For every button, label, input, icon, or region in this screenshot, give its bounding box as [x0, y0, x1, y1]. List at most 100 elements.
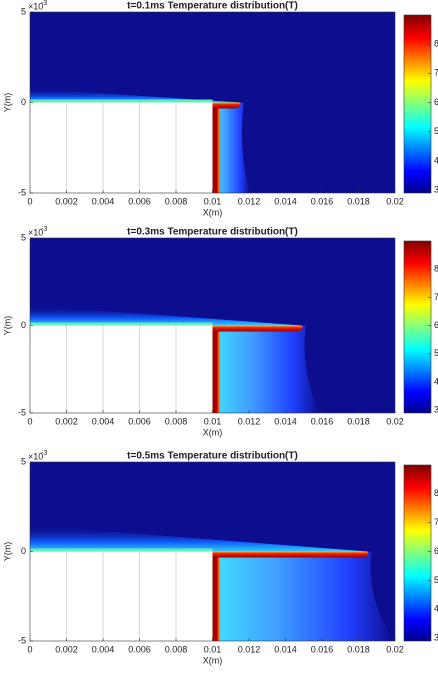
hot-wall [212, 325, 218, 413]
y-tick-label: 5 [21, 6, 26, 16]
hot-front [212, 551, 369, 558]
colorbar-tick-label: 300 [434, 184, 438, 194]
y-axis-label: Y(m) [2, 316, 12, 336]
colorbar-tick-label: 500 [434, 575, 438, 585]
x-tick-label: 0.002 [55, 644, 78, 654]
y-tick-label: -5 [18, 407, 26, 417]
hot-wall-edge [217, 554, 220, 641]
x-tick-label: 0.014 [274, 416, 297, 426]
colorbar-tick-label: 800 [434, 39, 438, 49]
y-tick-label: -5 [18, 635, 26, 645]
colorbar-tick-label: 400 [434, 604, 438, 614]
x-tick-label: 0.004 [92, 644, 115, 654]
y-tick-label: 0 [21, 97, 26, 107]
colorbar [403, 240, 432, 414]
y-axis-label: Y(m) [2, 93, 12, 113]
colorbar-tick-label: 800 [434, 264, 438, 274]
x-tick-label: 0.02 [386, 644, 404, 654]
x-tick-label: 0.012 [238, 644, 261, 654]
x-tick-label: 0.004 [92, 196, 115, 206]
boundary-layer [30, 305, 302, 326]
x-tick-label: 0.012 [238, 196, 261, 206]
colorbar-tick-label: 600 [434, 320, 438, 330]
y-multiplier-exponent: -3 [41, 226, 47, 233]
y-axis-label: Y(m) [2, 542, 12, 562]
hot-front [212, 325, 303, 332]
solid-region [30, 102, 213, 193]
chart-title: t=0.3ms Temperature distribution(T) [127, 227, 298, 238]
x-tick-label: 0.008 [165, 196, 188, 206]
x-tick-label: 0.008 [165, 644, 188, 654]
colorbar-tick-label: 300 [434, 405, 438, 415]
colorbar-tick-label: 500 [434, 348, 438, 358]
x-tick-label: 0 [27, 416, 32, 426]
y-tick-label: 5 [21, 456, 26, 466]
x-tick-label: 0.006 [128, 644, 151, 654]
plume [212, 325, 320, 413]
y-tick-label: 5 [21, 232, 26, 242]
x-tick-label: 0.014 [274, 644, 297, 654]
x-tick-label: 0.016 [311, 196, 334, 206]
hot-wall-edge [217, 105, 220, 193]
x-axis-label: X(m) [203, 207, 223, 217]
hot-front [212, 102, 241, 109]
x-tick-label: 0.018 [347, 644, 370, 654]
x-tick-label: 0.004 [92, 416, 115, 426]
y-tick-label: -5 [18, 187, 26, 197]
x-tick-label: 0.01 [204, 644, 222, 654]
colorbar-tick-label: 400 [434, 155, 438, 165]
y-multiplier-exponent: -3 [41, 450, 47, 457]
colorbar-tick-label: 700 [434, 517, 438, 527]
colorbar-tick-label: 400 [434, 376, 438, 386]
x-tick-label: 0.012 [238, 416, 261, 426]
interface-layer [30, 322, 213, 326]
x-tick-label: 0.016 [311, 644, 334, 654]
x-tick-label: 0 [27, 196, 32, 206]
chart-title: t=0.1ms Temperature distribution(T) [127, 1, 298, 12]
x-tick-label: 0.02 [386, 416, 404, 426]
boundary-layer [30, 88, 240, 103]
solid-region [30, 551, 213, 641]
x-tick-label: 0 [27, 644, 32, 654]
x-tick-label: 0.002 [55, 196, 78, 206]
plume [212, 102, 250, 193]
solid-region [30, 325, 213, 413]
plume [212, 551, 394, 641]
colorbar-tick-label: 700 [434, 68, 438, 78]
colorbar-tick-label: 600 [434, 97, 438, 107]
chart-title: t=0.5ms Temperature distribution(T) [127, 451, 298, 462]
colorbar [403, 14, 432, 194]
x-tick-label: 0.018 [347, 416, 370, 426]
x-axis-label: X(m) [203, 427, 223, 437]
interface-layer [30, 99, 213, 103]
x-tick-label: 0.014 [274, 196, 297, 206]
x-tick-label: 0.002 [55, 416, 78, 426]
hot-wall [212, 551, 218, 641]
y-multiplier: ×10 [28, 451, 43, 461]
axes-frame [29, 11, 396, 194]
y-multiplier: ×10 [28, 1, 43, 11]
y-multiplier: ×10 [28, 227, 43, 237]
axes-frame [29, 237, 396, 414]
y-multiplier-exponent: -3 [41, 0, 47, 7]
interface-layer [30, 548, 213, 552]
y-tick-label: 0 [21, 320, 26, 330]
x-tick-label: 0.006 [128, 196, 151, 206]
axes-frame [29, 461, 396, 642]
colorbar-tick-label: 500 [434, 126, 438, 136]
colorbar-tick-label: 600 [434, 546, 438, 556]
colorbar-tick-label: 300 [434, 632, 438, 642]
hot-wall [212, 102, 218, 193]
boundary-layer [30, 525, 368, 552]
x-tick-label: 0.008 [165, 416, 188, 426]
y-tick-label: 0 [21, 546, 26, 556]
x-tick-label: 0.016 [311, 416, 334, 426]
x-tick-label: 0.006 [128, 416, 151, 426]
colorbar-tick-label: 800 [434, 488, 438, 498]
x-tick-label: 0.01 [204, 196, 222, 206]
x-axis-label: X(m) [203, 655, 223, 665]
x-tick-label: 0.018 [347, 196, 370, 206]
x-tick-label: 0.01 [204, 416, 222, 426]
colorbar-tick-label: 700 [434, 292, 438, 302]
